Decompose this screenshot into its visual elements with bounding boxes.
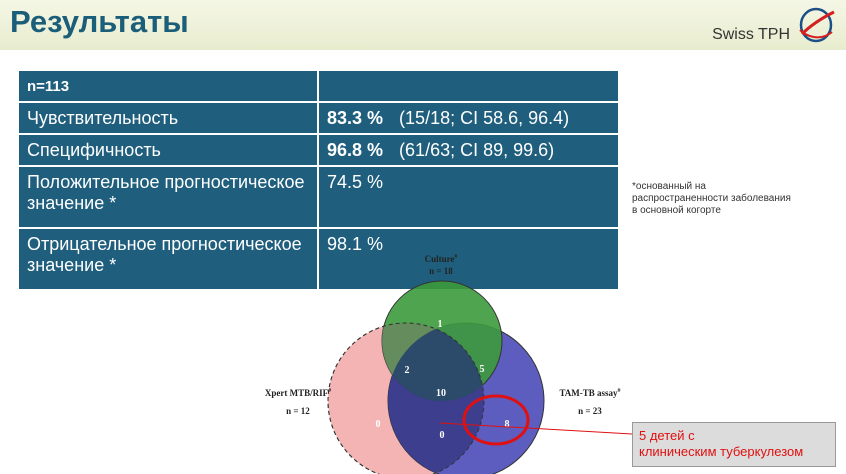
region-culture-only: 1 bbox=[438, 319, 443, 330]
region-tam-only: 8 bbox=[505, 419, 510, 430]
region-xpert-tam: 0 bbox=[440, 430, 445, 441]
callout-pointer-line bbox=[439, 422, 633, 435]
callout-line-2: клиническим туберкулезом bbox=[639, 444, 804, 459]
metric-value: 74.5 % bbox=[319, 167, 618, 227]
xpert-outline bbox=[327, 322, 485, 474]
tam-marker: # bbox=[618, 388, 621, 394]
slide-header: Результаты Swiss TPH bbox=[0, 0, 846, 50]
metric-value-cell: 83.3 % (15/18; CI 58.6, 96.4) bbox=[319, 103, 618, 133]
tam-name: TAM-TB assay bbox=[559, 388, 618, 398]
metric-value: 96.8 % bbox=[327, 139, 384, 160]
callout-line-1: 5 детей с bbox=[639, 428, 695, 443]
xpert-n: n = 12 bbox=[286, 406, 310, 416]
metric-value-cell: 96.8 % (61/63; CI 89, 99.6) bbox=[319, 135, 618, 165]
culture-label: Culture# bbox=[425, 254, 458, 264]
metric-value: 98.1 % bbox=[319, 229, 618, 289]
metric-label: Чувствительность bbox=[19, 103, 317, 133]
table-row: Отрицательное прогностическое значение *… bbox=[19, 229, 618, 289]
region-xpert-only: 0 bbox=[376, 419, 381, 430]
metric-label: Положительное прогностическое значение * bbox=[19, 167, 317, 227]
tam-label: TAM-TB assay# bbox=[559, 388, 620, 398]
table-row: Чувствительность 83.3 % (15/18; CI 58.6, … bbox=[19, 103, 618, 133]
region-culture-xpert: 2 bbox=[405, 365, 410, 376]
callout-box: 5 детей с клиническим туберкулезом bbox=[632, 422, 836, 467]
sample-size-cell: n=113 bbox=[19, 71, 317, 101]
brand-name: Swiss TPH bbox=[712, 26, 790, 43]
swiss-tph-logo-icon bbox=[799, 7, 835, 43]
culture-n: n = 18 bbox=[429, 266, 453, 276]
tam-n: n = 23 bbox=[578, 406, 602, 416]
results-table: n=113 Чувствительность 83.3 % (15/18; CI … bbox=[17, 69, 620, 291]
metric-detail: (15/18; CI 58.6, 96.4) bbox=[399, 107, 570, 128]
table-row: Положительное прогностическое значение *… bbox=[19, 167, 618, 227]
culture-marker: # bbox=[454, 254, 457, 260]
xpert-label: Xpert MTB/RIF# bbox=[265, 388, 331, 398]
metric-value: 83.3 % bbox=[327, 107, 384, 128]
metric-detail: (61/63; CI 89, 99.6) bbox=[399, 139, 555, 160]
table-row: Специфичность 96.8 % (61/63; CI 89, 99.6) bbox=[19, 135, 618, 165]
empty-header-cell bbox=[319, 71, 618, 101]
highlight-ellipse bbox=[462, 394, 530, 446]
xpert-marker: # bbox=[328, 388, 331, 394]
footnote: *основанный на распространенности заболе… bbox=[632, 181, 791, 216]
xpert-name: Xpert MTB/RIF bbox=[265, 388, 329, 398]
slide-title: Результаты bbox=[10, 4, 189, 39]
metric-label: Отрицательное прогностическое значение * bbox=[19, 229, 317, 289]
region-culture-tam: 5 bbox=[480, 364, 485, 375]
table-header-row: n=113 bbox=[19, 71, 618, 101]
culture-name: Culture bbox=[425, 254, 455, 264]
triple-overlap bbox=[388, 323, 484, 401]
region-all-three: 10 bbox=[436, 388, 446, 399]
metric-label: Специфичность bbox=[19, 135, 317, 165]
